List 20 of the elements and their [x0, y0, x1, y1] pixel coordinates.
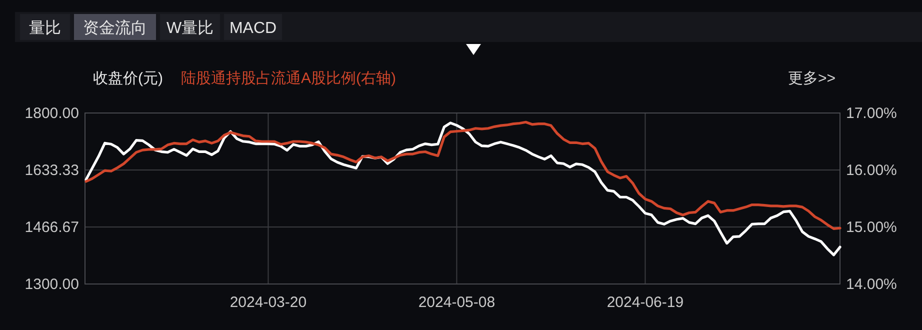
y2-tick-label: 17.00%: [846, 105, 897, 122]
y2-tick-label: 14.00%: [846, 276, 897, 293]
text: 更多>>: [788, 70, 836, 87]
text: 收盘价(元): [93, 70, 163, 87]
text: 量比: [29, 19, 61, 37]
x-tick-label: 2024-05-08: [418, 294, 496, 311]
x-tick-label: 2024-03-20: [230, 294, 307, 311]
x-tick-label: 2024-06-19: [606, 294, 684, 311]
text: W量比: [166, 19, 214, 37]
text: MACD: [229, 20, 277, 37]
y-tick-label: 1466.67: [24, 219, 79, 236]
y2-tick-label: 16.00%: [846, 162, 897, 179]
y-tick-label: 1300.00: [24, 276, 79, 293]
y-tick-label: 1633.33: [24, 162, 79, 179]
text: 陆股通持股占流通A股比例(右轴): [181, 70, 396, 87]
text: 资金流向: [83, 19, 147, 37]
y2-tick-label: 15.00%: [846, 219, 897, 236]
line-series: [84, 122, 842, 256]
y-tick-label: 1800.00: [24, 105, 79, 122]
line-series: [84, 120, 842, 230]
